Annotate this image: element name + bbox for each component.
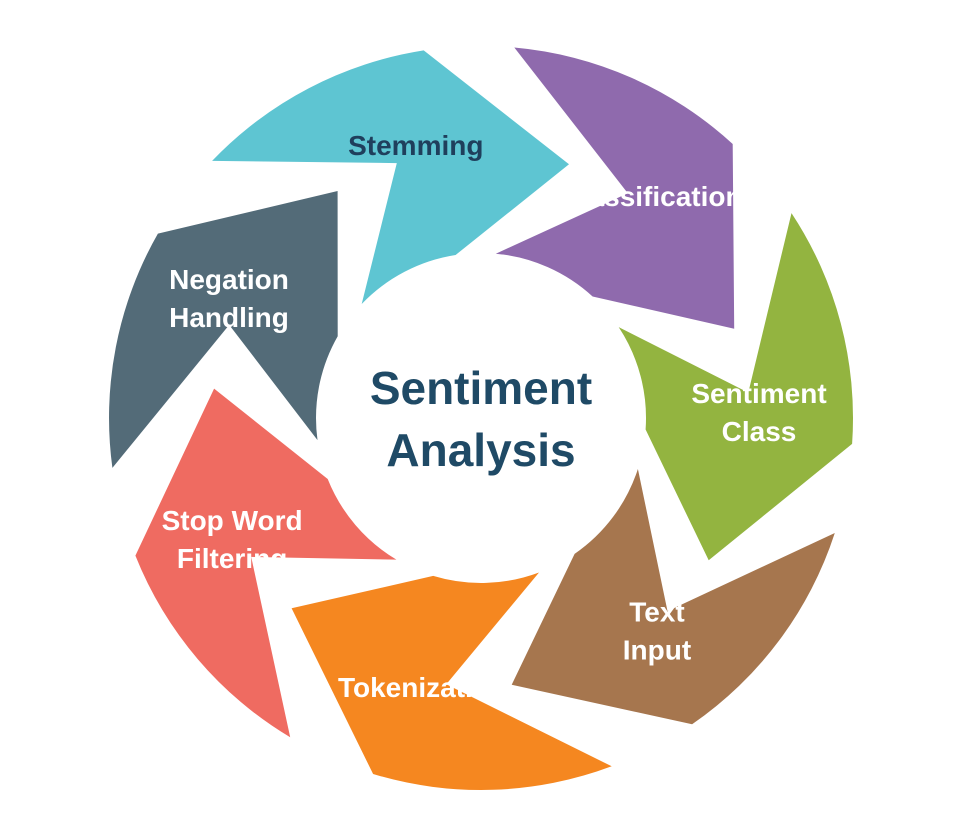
cycle-labels: Text Input Tokenization Stop Word Filtering N… xyxy=(162,130,827,703)
segment-label-negation-handling-line-2: Handling xyxy=(169,302,289,333)
segment-label-text-input-line-1: Text xyxy=(629,597,685,628)
segment-sentiment-class xyxy=(618,213,854,561)
center-circle xyxy=(321,258,641,578)
segment-label-sentiment-class-line-2: Class xyxy=(722,416,797,447)
segment-stemming xyxy=(212,50,569,305)
cycle-segments xyxy=(109,47,854,791)
segment-label-text-input-line-2: Input xyxy=(623,635,691,666)
segment-tokenization xyxy=(291,572,612,791)
segment-label-negation-handling-line-1: Negation xyxy=(169,264,289,295)
segment-label-stop-word-filtering-line-1: Stop Word xyxy=(162,505,303,536)
segment-label-sentiment-class-line-1: Sentiment xyxy=(691,378,826,409)
center-title-line-1: Sentiment xyxy=(370,362,592,414)
segment-negation-handling xyxy=(109,191,338,468)
segment-text-input xyxy=(511,469,835,725)
segment-stop-word-filtering xyxy=(135,388,397,738)
segment-classification xyxy=(495,47,735,329)
segment-label-classification-line-1: Classification xyxy=(561,181,743,212)
center-title-line-2: Analysis xyxy=(386,424,575,476)
segment-label-tokenization-line-1: Tokenization xyxy=(338,672,507,703)
segment-label-stemming-line-1: Stemming xyxy=(348,130,483,161)
segment-label-stop-word-filtering-line-2: Filtering xyxy=(177,543,287,574)
